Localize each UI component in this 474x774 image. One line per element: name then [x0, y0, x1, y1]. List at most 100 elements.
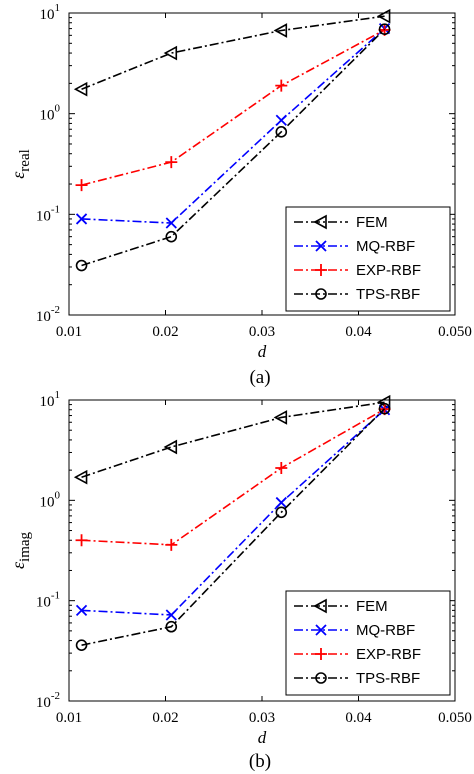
data-point — [163, 439, 178, 455]
series-line — [81, 28, 386, 267]
panel-label: (b) — [249, 751, 271, 772]
y-tick-exponent: -1 — [51, 590, 60, 602]
y-tick-base: 10 — [36, 695, 51, 711]
y-tick-label: 10-1 — [36, 590, 60, 611]
y-tick-label: 10-2 — [36, 690, 60, 711]
x-axis-label: d — [258, 342, 267, 361]
y-tick-base: 10 — [36, 208, 51, 224]
y-tick-base: 10 — [40, 494, 55, 510]
series-tps-rbf — [75, 402, 391, 651]
x-tick-label: 0.050 — [438, 710, 472, 726]
y-tick-exponent: 1 — [55, 389, 61, 401]
chart-panel-1: 0.01 0.02 0.03 0.04 0.05010-210-1100101dεrea… — [8, 2, 472, 388]
y-tick-label: 10-2 — [36, 304, 60, 325]
legend-entry: EXP-RBF — [356, 262, 421, 279]
legend-entry: FEM — [356, 214, 388, 231]
legend-entry: MQ-RBF — [356, 622, 415, 639]
legend-entry: EXP-RBF — [356, 646, 421, 663]
x-tick-label: 0.03 — [249, 710, 275, 726]
data-point — [378, 402, 391, 415]
data-point — [165, 620, 178, 633]
chart-panel-2: 0.01 0.02 0.03 0.04 0.05010-210-1100101dεima… — [8, 389, 472, 772]
y-tick-exponent: -1 — [51, 203, 60, 215]
series-line — [81, 401, 385, 478]
data-point — [75, 534, 88, 547]
legend-entry: TPS-RBF — [356, 286, 420, 303]
y-tick-label: 101 — [40, 389, 61, 410]
x-tick-label: 0.01 — [56, 324, 82, 340]
data-point — [165, 609, 177, 621]
legend-marker — [315, 240, 327, 252]
series-exp-rbf — [75, 23, 391, 192]
x-tick-label: 0.04 — [345, 710, 372, 726]
y-axis-label-subscript: imag — [17, 531, 33, 561]
legend-marker — [315, 672, 327, 684]
data-point — [165, 538, 178, 551]
data-point — [273, 23, 288, 38]
data-point — [275, 462, 288, 475]
data-point — [165, 156, 178, 169]
y-tick-base: 10 — [40, 394, 55, 410]
y-axis-label-symbol: ε — [8, 171, 28, 179]
x-axis-label: d — [258, 728, 267, 747]
legend-marker — [313, 598, 327, 614]
data-point — [75, 179, 88, 192]
y-tick-label: 101 — [40, 2, 61, 23]
series-fem — [73, 394, 391, 485]
y-tick-base: 10 — [40, 7, 55, 23]
data-point — [163, 45, 178, 61]
series-line — [81, 408, 385, 546]
data-point — [275, 114, 287, 126]
data-point — [73, 81, 88, 97]
series-mq-rbf — [75, 22, 391, 229]
data-point — [75, 604, 88, 617]
x-tick-label: 0.050 — [438, 324, 472, 340]
series-line — [81, 27, 386, 224]
legend-marker — [315, 624, 327, 636]
panel-label: (a) — [249, 367, 270, 388]
data-point — [75, 639, 88, 651]
y-tick-label: 10-1 — [36, 203, 60, 224]
data-point — [75, 213, 88, 225]
y-tick-exponent: 1 — [55, 2, 61, 14]
y-axis-label-symbol: ε — [8, 561, 28, 569]
legend: FEM MQ-RBF EXP-RBF TPS-RBF — [285, 206, 451, 312]
y-axis-label-subscript: real — [17, 149, 33, 171]
legend-entry: TPS-RBF — [356, 670, 420, 687]
series-fem — [73, 8, 391, 97]
legend-marker — [313, 214, 327, 230]
data-point — [275, 79, 288, 92]
data-point — [165, 217, 177, 229]
series-tps-rbf — [75, 23, 391, 272]
series-mq-rbf — [75, 404, 391, 621]
data-point — [275, 496, 287, 509]
x-tick-label: 0.04 — [345, 324, 372, 340]
series-line — [81, 29, 385, 186]
series-exp-rbf — [75, 403, 391, 551]
y-tick-exponent: -2 — [51, 690, 60, 702]
data-point — [378, 23, 391, 36]
y-tick-base: 10 — [40, 108, 55, 124]
y-tick-base: 10 — [36, 309, 51, 325]
data-point — [73, 469, 88, 485]
y-tick-exponent: 0 — [55, 103, 61, 115]
x-tick-label: 0.01 — [56, 710, 82, 726]
y-axis-label: εimag — [8, 531, 33, 569]
y-tick-label: 100 — [40, 489, 61, 510]
data-point — [275, 506, 288, 519]
data-point — [376, 8, 391, 24]
y-tick-exponent: 0 — [55, 489, 61, 501]
x-tick-label: 0.02 — [152, 710, 178, 726]
y-tick-exponent: -2 — [51, 304, 60, 316]
data-point — [75, 259, 88, 272]
y-tick-label: 100 — [40, 103, 61, 124]
data-point — [275, 126, 288, 138]
legend: FEM MQ-RBF EXP-RBF TPS-RBF — [285, 590, 451, 696]
x-tick-label: 0.02 — [152, 324, 178, 340]
legend-entry: MQ-RBF — [356, 238, 415, 255]
series-line — [81, 15, 385, 90]
legend-marker — [315, 288, 327, 300]
data-point — [273, 410, 288, 425]
series-line — [81, 409, 386, 616]
